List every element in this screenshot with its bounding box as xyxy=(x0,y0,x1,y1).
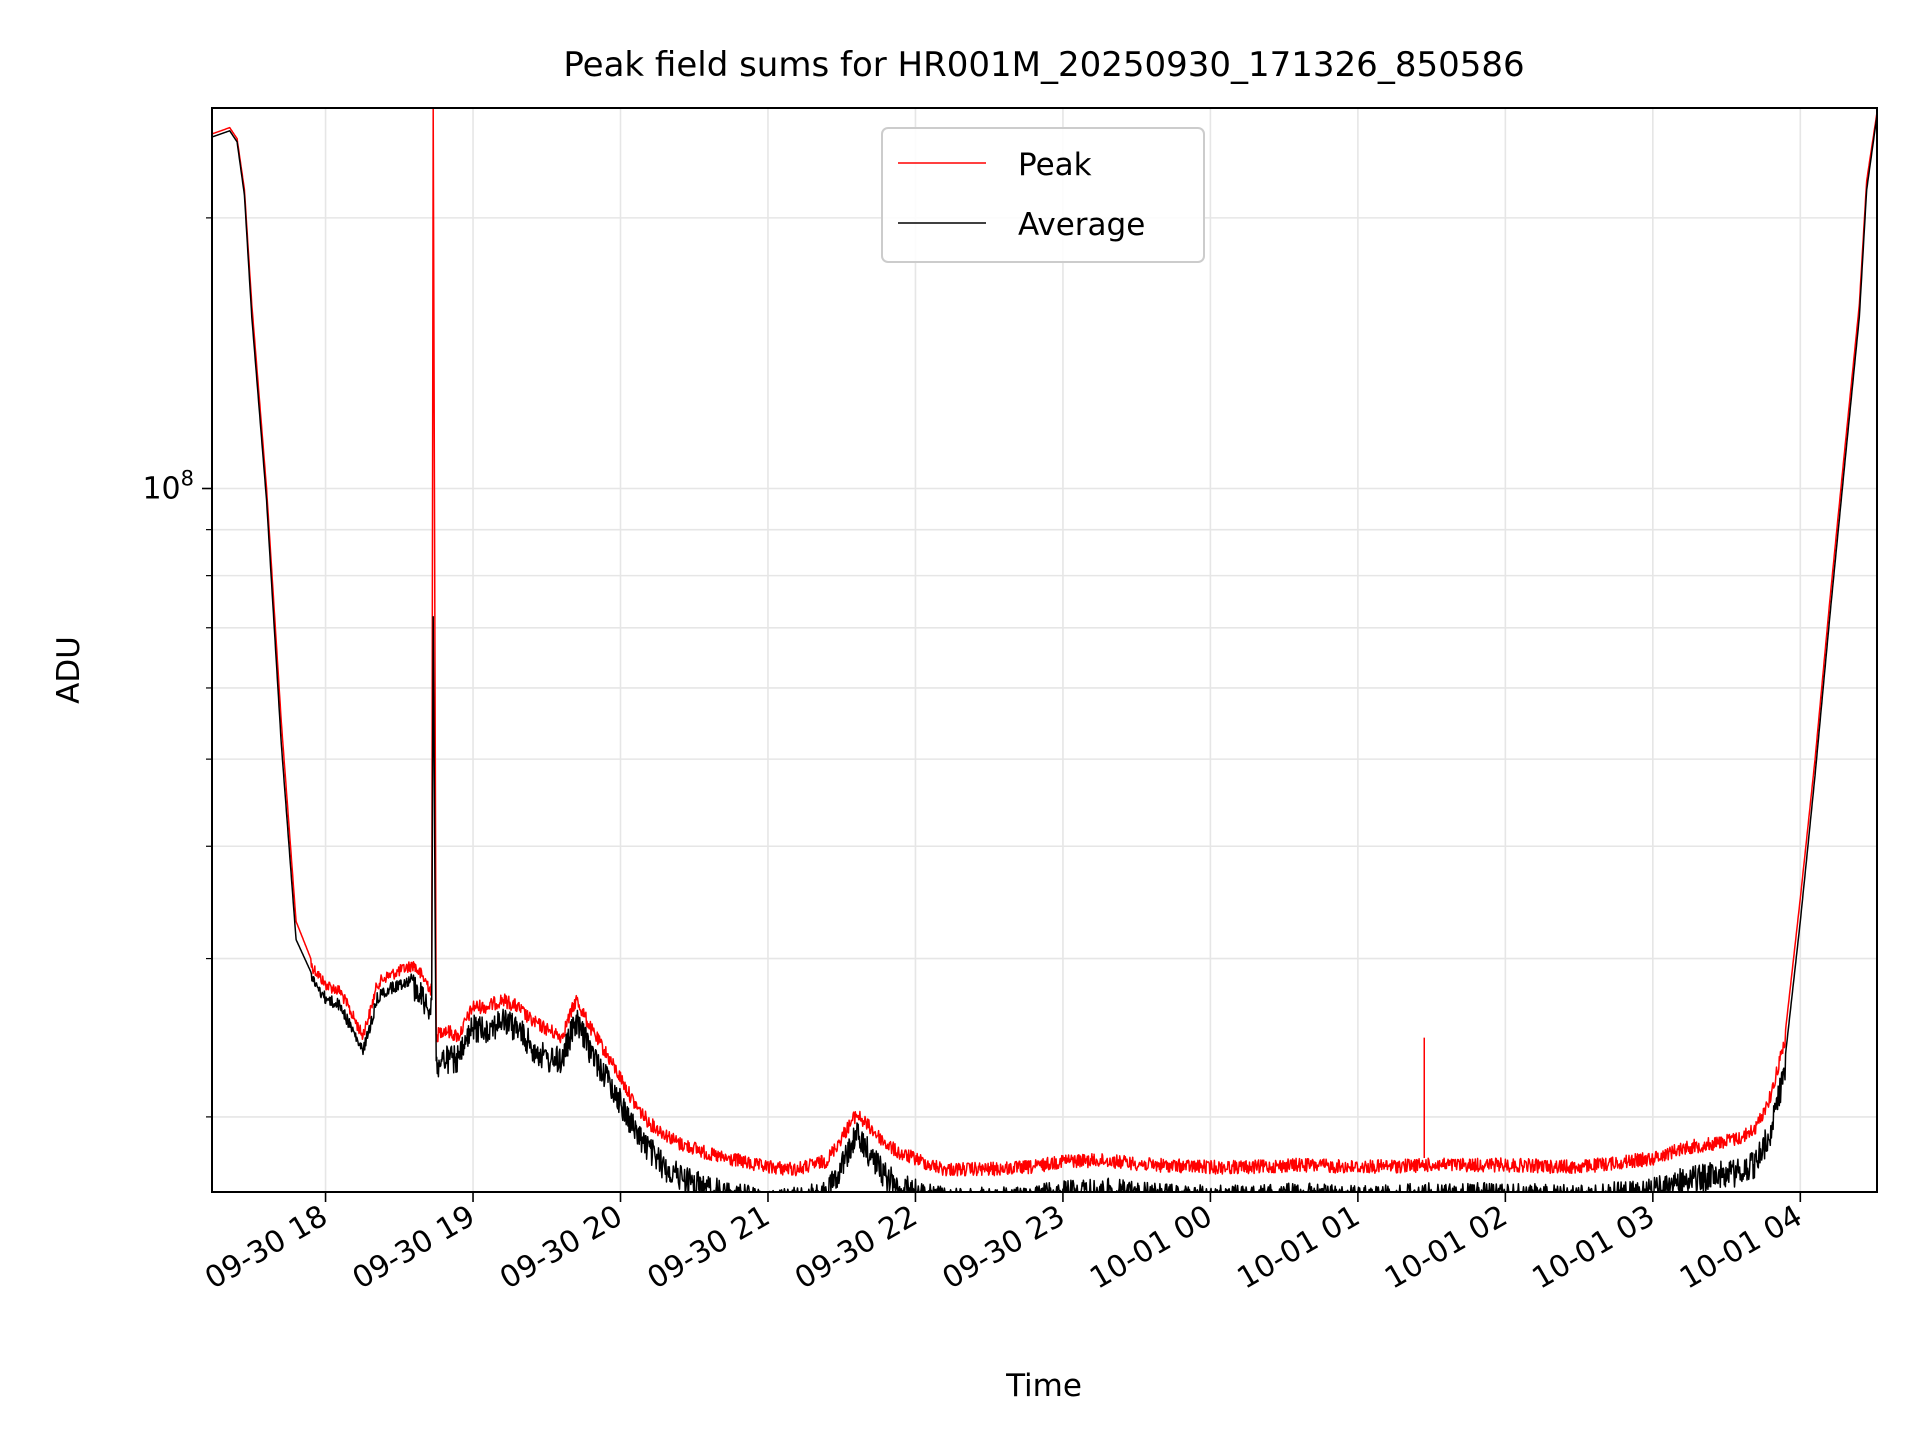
y-axis-label: ADU xyxy=(51,636,87,704)
plot-frame xyxy=(211,107,1878,1193)
series-group xyxy=(211,107,1878,1193)
legend-box xyxy=(881,127,1205,263)
x-axis-label: Time xyxy=(1005,1368,1082,1404)
y-tick-label: 108 xyxy=(142,467,194,507)
x-tick-label: 10-01 04 xyxy=(1674,1199,1808,1297)
chart-title: Peak field sums for HR001M_20250930_1713… xyxy=(563,45,1524,85)
x-tick-label: 10-01 00 xyxy=(1084,1199,1218,1297)
legend-label-average: Average xyxy=(1018,207,1145,243)
series-line-peak xyxy=(211,107,1878,1177)
x-tick-label: 09-30 22 xyxy=(789,1199,923,1297)
grid xyxy=(212,108,1877,1192)
x-tick-label: 10-01 02 xyxy=(1379,1199,1513,1297)
x-tick-label: 09-30 19 xyxy=(347,1199,481,1297)
x-tick-label: 09-30 20 xyxy=(494,1199,628,1297)
ticks: 09-30 18 09-30 19 09-30 20 09-30 21 09-30 22… xyxy=(142,217,1808,1297)
legend: Peak Average xyxy=(881,127,1205,263)
x-tick-label: 09-30 23 xyxy=(937,1199,1071,1297)
legend-label-peak: Peak xyxy=(1018,147,1092,183)
x-tick-label: 10-01 03 xyxy=(1527,1199,1661,1297)
x-tick-label: 09-30 21 xyxy=(642,1199,776,1297)
x-tick-label: 09-30 18 xyxy=(199,1199,333,1297)
x-tick-label: 10-01 01 xyxy=(1232,1199,1366,1297)
